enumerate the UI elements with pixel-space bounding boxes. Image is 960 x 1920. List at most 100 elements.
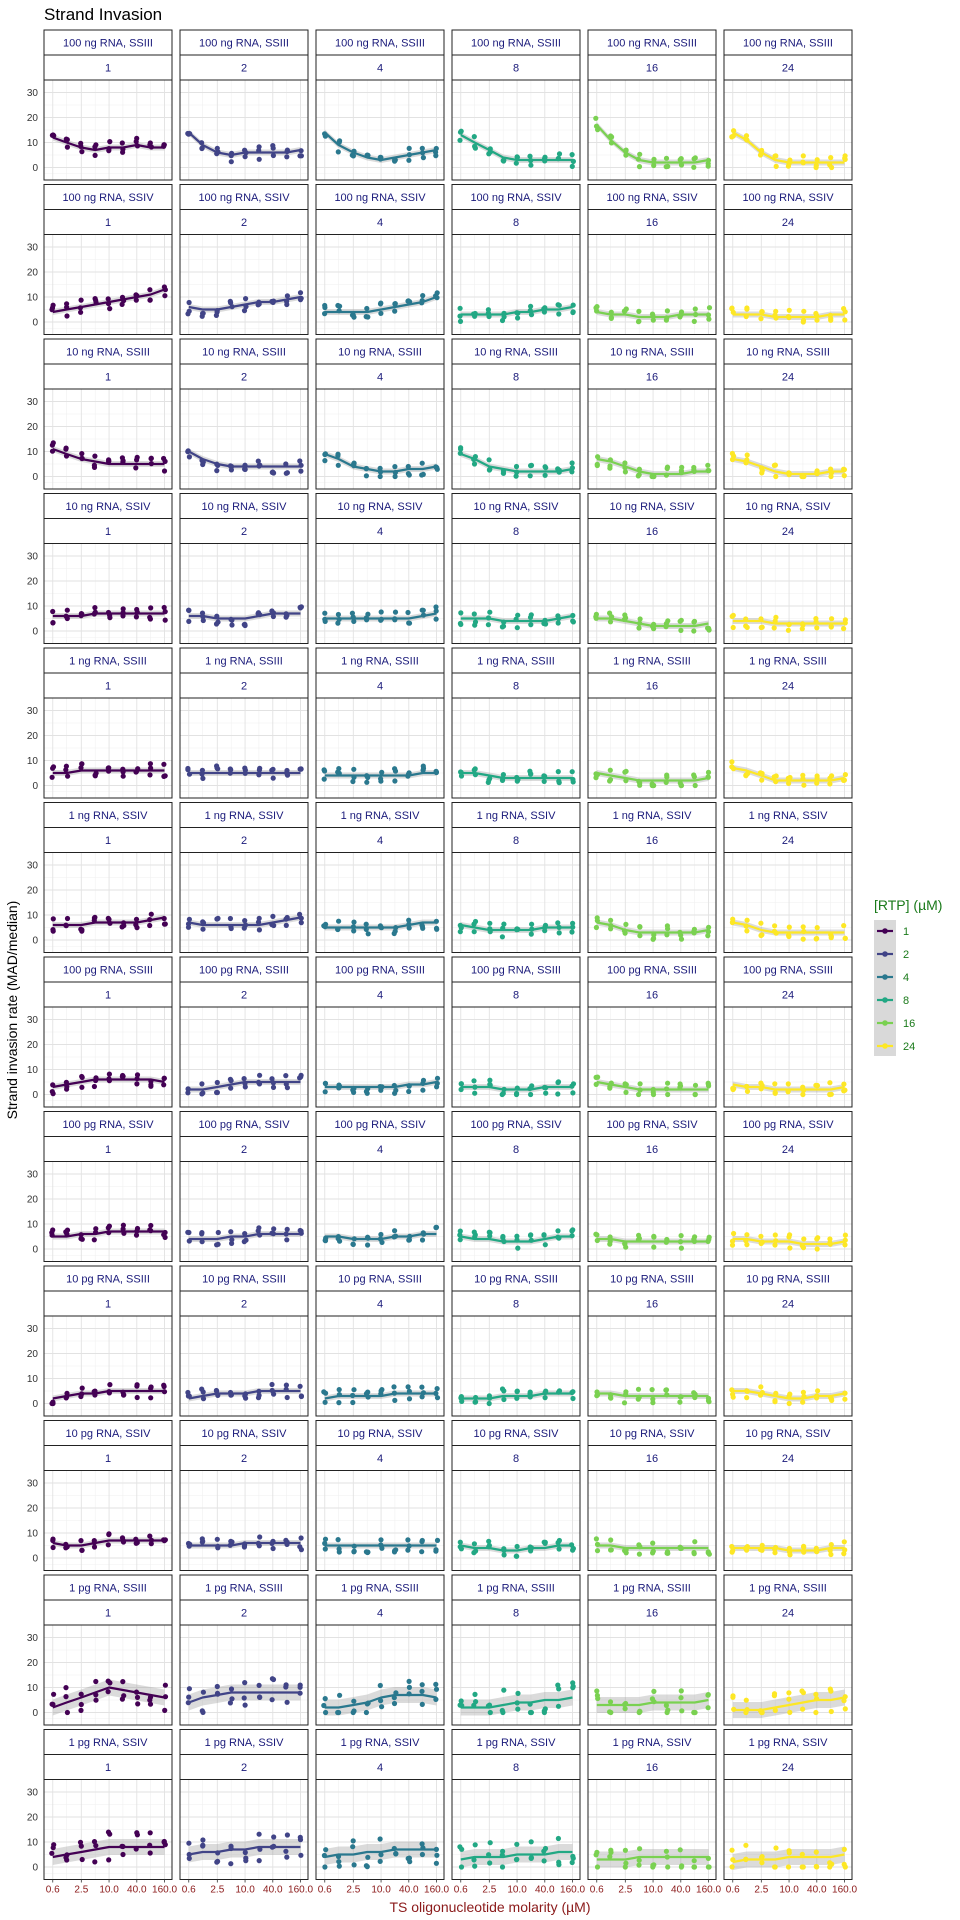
data-point [337, 1239, 342, 1244]
y-tick-label: 30 [27, 706, 39, 717]
x-tick-label: 10.0 [235, 1885, 255, 1896]
data-point [229, 1686, 234, 1691]
data-point [487, 921, 492, 926]
data-point [458, 1540, 463, 1545]
data-point [692, 1551, 697, 1556]
data-point [215, 1859, 220, 1864]
data-point [120, 1852, 125, 1857]
data-point [842, 1242, 847, 1247]
legend-label: 4 [903, 972, 909, 984]
y-tick-label: 10 [27, 1374, 39, 1385]
y-tick-label: 20 [27, 422, 39, 433]
data-point [162, 1076, 167, 1081]
data-point [707, 1864, 712, 1869]
data-point [135, 1695, 140, 1700]
data-point [555, 1080, 560, 1085]
strip-label-condition: 10 pg RNA, SSIV [202, 1428, 288, 1440]
x-tick-label: 10.0 [643, 1885, 663, 1896]
data-point [406, 1384, 411, 1389]
x-tick-label: 40.0 [399, 1885, 419, 1896]
data-point [242, 1695, 247, 1700]
data-point [570, 164, 575, 169]
strip-label-condition: 10 pg RNA, SSIII [746, 1274, 830, 1286]
data-point [433, 1225, 438, 1230]
panel: 100 ng RNA, SSIV8 [452, 185, 580, 335]
data-point [284, 1855, 289, 1860]
data-point [556, 779, 561, 784]
data-point [637, 164, 642, 169]
data-point [607, 1242, 612, 1247]
data-point [364, 922, 369, 927]
data-point [365, 1390, 370, 1395]
data-point [185, 766, 190, 771]
strip-label-rtp: 16 [646, 526, 658, 538]
x-tick-label: 10.0 [371, 1885, 391, 1896]
data-point [297, 153, 302, 158]
x-tick-label: 160.0 [696, 1885, 721, 1896]
strip-label-rtp: 2 [241, 372, 247, 384]
data-point [148, 1223, 153, 1228]
data-point [79, 927, 84, 932]
data-point [813, 1710, 818, 1715]
data-point [529, 932, 534, 937]
panel: 10 ng RNA, SSIV16 [588, 494, 716, 644]
strip-label-condition: 1 pg RNA, SSIV [341, 1737, 421, 1749]
strip-label-condition: 10 pg RNA, SSIII [610, 1274, 694, 1286]
strip-label-rtp: 1 [105, 1144, 111, 1156]
data-point [229, 1237, 234, 1242]
strip-label-rtp: 1 [105, 526, 111, 538]
data-point [827, 1864, 832, 1869]
strip-label-condition: 100 pg RNA, SSIII [199, 965, 289, 977]
data-point [744, 133, 749, 138]
data-point [500, 934, 505, 939]
data-point [200, 1539, 205, 1544]
data-point [420, 1088, 425, 1093]
strip-label-condition: 100 ng RNA, SSIII [607, 38, 697, 50]
data-point [459, 773, 464, 778]
data-point [299, 1073, 304, 1078]
data-point [607, 778, 612, 783]
data-point [528, 1390, 533, 1395]
data-point [392, 1701, 397, 1706]
data-point [774, 773, 779, 778]
data-point [623, 1245, 628, 1250]
data-point [515, 1389, 520, 1394]
data-point [637, 1846, 642, 1851]
y-tick-label: 30 [27, 552, 39, 563]
data-point [257, 1073, 262, 1078]
data-point [107, 306, 112, 311]
data-point [556, 311, 561, 316]
data-point [435, 1076, 440, 1081]
data-point [555, 1228, 560, 1233]
data-point [379, 1704, 384, 1709]
data-point [187, 1686, 192, 1691]
data-point [92, 454, 97, 459]
data-point [162, 284, 167, 289]
y-tick-label: 20 [27, 731, 39, 742]
data-point [378, 776, 383, 781]
strip-label-rtp: 24 [782, 990, 794, 1002]
data-point [323, 1081, 328, 1086]
data-point [216, 1230, 221, 1235]
y-tick-label: 20 [27, 268, 39, 279]
strip-label-rtp: 16 [646, 63, 658, 75]
panel: 1 pg RNA, SSIII16 [588, 1575, 716, 1725]
data-point [501, 922, 506, 927]
panel: 10 pg RNA, SSIV2 [180, 1421, 308, 1571]
panel: 1 ng RNA, SSIV4 [316, 803, 444, 953]
data-point [637, 152, 642, 157]
panel: 10 ng RNA, SSIII2 [180, 339, 308, 489]
data-point [730, 1864, 735, 1869]
x-tick-label: 0.6 [46, 1885, 60, 1896]
data-point [298, 766, 303, 771]
strip-label-rtp: 8 [513, 217, 519, 229]
data-point [242, 1680, 247, 1685]
data-point [651, 1689, 656, 1694]
data-point [570, 1860, 575, 1865]
data-point [570, 310, 575, 315]
strip-label-condition: 10 pg RNA, SSIII [66, 1274, 150, 1286]
data-point [528, 1092, 533, 1097]
data-point [186, 619, 191, 624]
data-point [147, 923, 152, 928]
data-point [529, 1855, 534, 1860]
